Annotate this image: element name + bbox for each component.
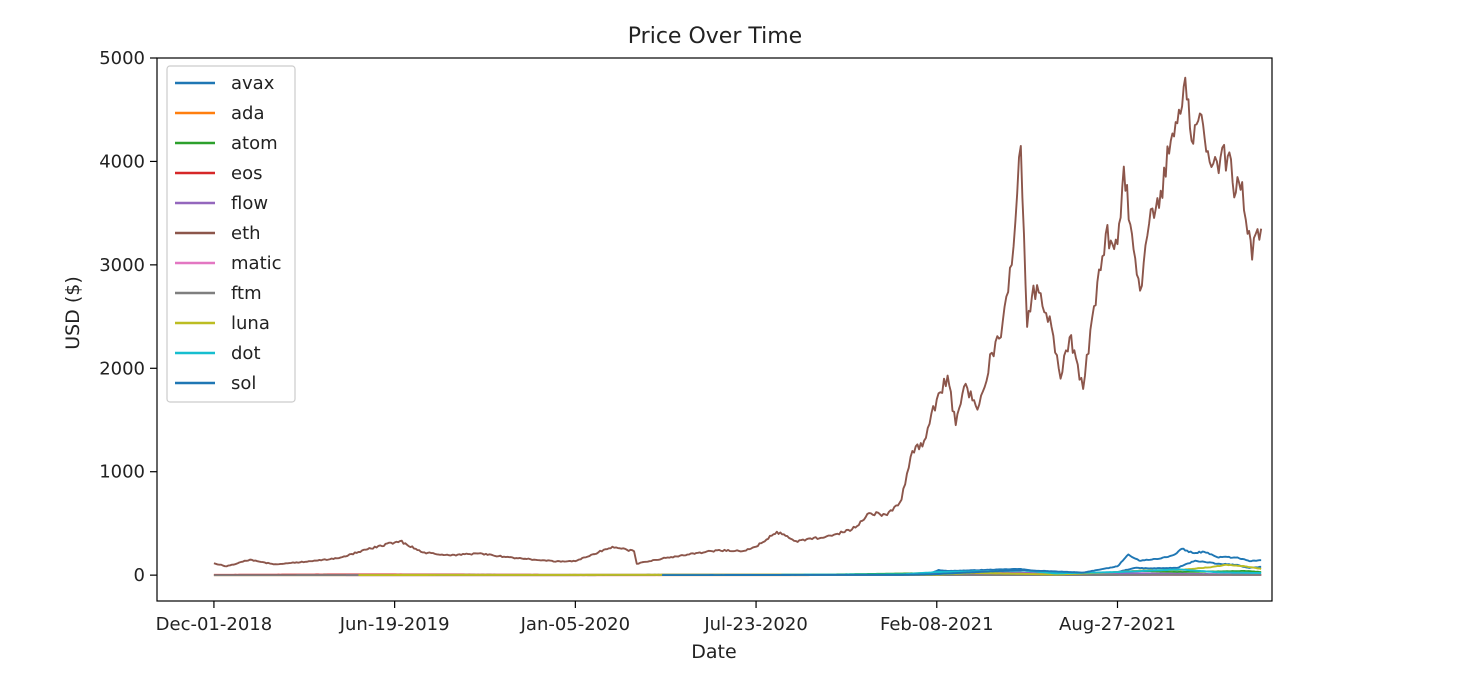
legend-label-ftm: ftm <box>231 283 262 304</box>
plot-frame <box>157 58 1272 601</box>
y-tick-label: 3000 <box>99 255 145 276</box>
legend-label-sol: sol <box>231 373 256 394</box>
legend-label-avax: avax <box>231 73 275 94</box>
x-tick-label: Feb-08-2021 <box>880 614 994 635</box>
legend-label-ada: ada <box>231 103 265 124</box>
legend: avax ada atom eos flow eth matic ftm luna dot sol <box>167 66 295 402</box>
y-axis-label: USD ($) <box>62 276 84 350</box>
legend-label-eos: eos <box>231 163 262 184</box>
x-tick-label: Aug-27-2021 <box>1059 614 1176 635</box>
legend-label-luna: luna <box>231 313 270 334</box>
y-tick-label: 0 <box>134 565 145 586</box>
y-tick-label: 4000 <box>99 151 145 172</box>
legend-label-dot: dot <box>231 343 261 364</box>
series-layer <box>214 78 1261 575</box>
y-tick-label: 1000 <box>99 462 145 483</box>
series-line-eth <box>214 78 1261 567</box>
legend-label-flow: flow <box>231 193 268 214</box>
chart-title: Price Over Time <box>628 24 802 49</box>
x-tick-label: Dec-01-2018 <box>156 614 273 635</box>
legend-label-matic: matic <box>231 253 282 274</box>
y-tick-label: 2000 <box>99 358 145 379</box>
x-tick-label: Jan-05-2020 <box>520 614 630 635</box>
y-tick-label: 5000 <box>99 48 145 69</box>
x-tick-label: Jun-19-2019 <box>339 614 450 635</box>
x-tick-label: Jul-23-2020 <box>703 614 807 635</box>
legend-label-atom: atom <box>231 133 278 154</box>
x-axis-label: Date <box>691 641 736 663</box>
legend-label-eth: eth <box>231 223 261 244</box>
